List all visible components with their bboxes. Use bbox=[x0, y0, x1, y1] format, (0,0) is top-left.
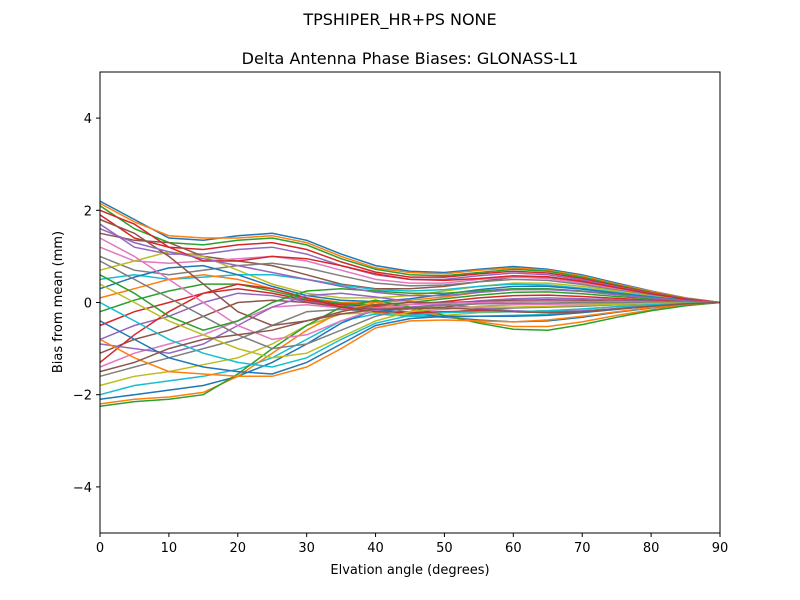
series-line bbox=[99, 214, 721, 304]
y-tick-label: −4 bbox=[73, 481, 92, 496]
series-line bbox=[99, 205, 721, 304]
x-axis: 0 10 20 30 40 50 60 70 80 90 bbox=[96, 533, 728, 556]
x-tick-label: 60 bbox=[505, 541, 522, 556]
y-tick-label: −2 bbox=[73, 389, 92, 404]
series-line bbox=[99, 264, 721, 304]
figure-suptitle: TPSHIPER_HR+PS NONE bbox=[303, 10, 497, 29]
series-line bbox=[99, 209, 721, 304]
y-axis: −4 −2 0 2 4 bbox=[73, 112, 100, 496]
x-tick-label: 70 bbox=[574, 541, 591, 556]
series-line bbox=[99, 299, 721, 407]
y-axis-label: Bias from mean (mm) bbox=[51, 231, 66, 373]
x-axis-label: Elvation angle (degrees) bbox=[330, 563, 489, 578]
x-tick-label: 90 bbox=[712, 541, 729, 556]
x-tick-label: 20 bbox=[230, 541, 247, 556]
x-tick-label: 0 bbox=[96, 541, 104, 556]
x-tick-label: 10 bbox=[161, 541, 178, 556]
y-tick-label: 4 bbox=[84, 112, 92, 127]
series-line bbox=[99, 237, 720, 341]
series-line bbox=[99, 301, 721, 368]
series-line bbox=[99, 202, 721, 304]
series-line bbox=[99, 301, 721, 378]
y-tick-label: 0 bbox=[84, 297, 92, 312]
series-line bbox=[99, 228, 721, 304]
series-line bbox=[99, 274, 721, 304]
series-line bbox=[99, 301, 721, 405]
series-line bbox=[99, 283, 721, 359]
x-tick-label: 30 bbox=[298, 541, 315, 556]
x-tick-label: 40 bbox=[367, 541, 384, 556]
series-line bbox=[99, 200, 721, 304]
series-line bbox=[99, 255, 721, 304]
x-tick-label: 50 bbox=[436, 541, 453, 556]
chart-title: Delta Antenna Phase Biases: GLONASS-L1 bbox=[242, 49, 579, 68]
y-tick-label: 2 bbox=[84, 204, 92, 219]
series-line bbox=[99, 301, 721, 373]
series-group bbox=[99, 200, 721, 407]
x-tick-label: 80 bbox=[643, 541, 660, 556]
